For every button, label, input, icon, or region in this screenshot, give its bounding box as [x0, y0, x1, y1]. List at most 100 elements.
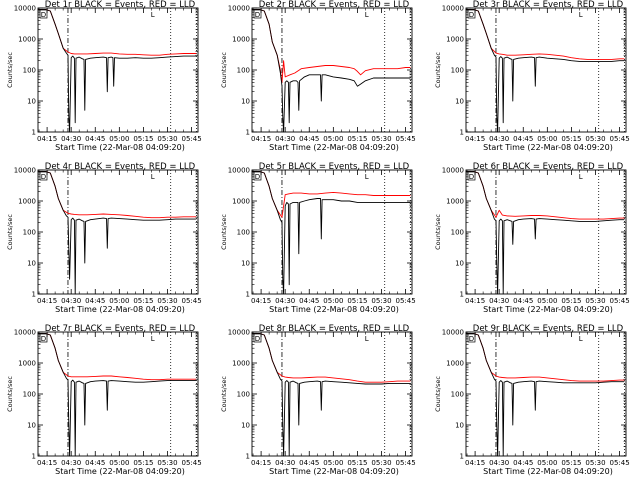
x-tick-label: 05:45 — [395, 135, 415, 143]
y-tick-label: 100 — [23, 391, 36, 399]
events-rate-line — [465, 170, 625, 295]
events-rate-line — [37, 170, 197, 295]
marker-label-d: D — [41, 11, 46, 19]
y-tick-label: 1 — [460, 291, 464, 299]
y-tick-label: 1000 — [18, 36, 36, 44]
x-tick-label: 05:30 — [157, 135, 177, 143]
x-tick-label: 05:15 — [561, 135, 581, 143]
y-tick-label: 1 — [460, 453, 464, 461]
marker-label-l: L — [151, 335, 155, 343]
y-axis-label: Counts/sec — [220, 214, 228, 250]
plot-frame — [465, 331, 627, 457]
y-axis-label: Counts/sec — [220, 52, 228, 88]
y-tick-label: 10000 — [228, 5, 250, 13]
x-axis-label: Start Time (22-Mar-08 04:09:20) — [269, 305, 399, 314]
y-tick-label: 10 — [27, 422, 36, 430]
x-tick-label: 04:30 — [489, 459, 509, 467]
y-tick-label: 100 — [237, 229, 250, 237]
y-axis-label: Counts/sec — [434, 214, 442, 250]
marker-box-d — [39, 171, 48, 181]
x-tick-label: 04:45 — [85, 297, 105, 305]
events-rate-line — [251, 8, 411, 133]
y-tick-label: 1 — [460, 129, 464, 137]
x-tick-label: 05:15 — [133, 135, 153, 143]
x-tick-label: 05:00 — [323, 297, 343, 305]
x-tick-label: 05:30 — [585, 459, 605, 467]
x-tick-label: 04:30 — [489, 135, 509, 143]
y-axis-label: Counts/sec — [6, 52, 14, 88]
lld-rate-line — [251, 8, 411, 83]
x-tick-label: 05:15 — [133, 297, 153, 305]
plot-frame — [251, 7, 413, 133]
x-tick-label: 04:15 — [37, 135, 57, 143]
y-tick-label: 10000 — [14, 329, 36, 337]
y-tick-label: 10000 — [14, 5, 36, 13]
y-tick-label: 100 — [237, 391, 250, 399]
y-tick-label: 10 — [455, 260, 464, 268]
events-rate-line — [37, 332, 197, 457]
x-tick-label: 05:15 — [347, 297, 367, 305]
x-tick-label: 04:15 — [465, 459, 485, 467]
y-tick-label: 1000 — [232, 198, 250, 206]
plot-frame — [37, 7, 199, 133]
y-tick-label: 100 — [237, 67, 250, 75]
marker-label-l: L — [579, 11, 583, 19]
y-tick-label: 10000 — [442, 5, 464, 13]
marker-label-l: L — [365, 11, 369, 19]
x-tick-label: 05:15 — [347, 135, 367, 143]
x-tick-label: 05:45 — [609, 459, 629, 467]
plot-frame — [465, 169, 627, 295]
lld-rate-line — [251, 332, 411, 383]
y-tick-label: 10000 — [228, 167, 250, 175]
lld-rate-line — [37, 170, 197, 219]
x-tick-label: 05:45 — [181, 135, 201, 143]
events-rate-line — [251, 170, 411, 295]
panel-title: Det 1r BLACK = Events, RED = LLD — [45, 0, 196, 10]
x-tick-label: 04:45 — [299, 135, 319, 143]
marker-label-d: D — [255, 173, 260, 181]
y-axis-label: Counts/sec — [434, 52, 442, 88]
y-tick-label: 10 — [27, 260, 36, 268]
x-tick-label: 04:30 — [275, 459, 295, 467]
x-tick-label: 04:30 — [275, 297, 295, 305]
x-tick-label: 05:30 — [585, 297, 605, 305]
marker-box-d — [467, 333, 476, 343]
x-tick-label: 05:30 — [157, 297, 177, 305]
y-tick-label: 100 — [23, 67, 36, 75]
x-tick-label: 05:00 — [323, 459, 343, 467]
x-tick-label: 05:00 — [109, 135, 129, 143]
y-tick-label: 10 — [241, 422, 250, 430]
x-tick-label: 05:45 — [395, 297, 415, 305]
marker-label-d: D — [41, 173, 46, 181]
x-axis-label: Start Time (22-Mar-08 04:09:20) — [55, 467, 185, 476]
marker-label-d: D — [469, 173, 474, 181]
panel-title: Det 5r BLACK = Events, RED = LLD — [259, 162, 410, 172]
panel-title: Det 2r BLACK = Events, RED = LLD — [259, 0, 410, 10]
x-tick-label: 04:45 — [299, 297, 319, 305]
panel-title: Det 9r BLACK = Events, RED = LLD — [473, 324, 624, 334]
events-rate-line — [37, 8, 197, 133]
x-tick-label: 04:15 — [465, 135, 485, 143]
panel-title: Det 8r BLACK = Events, RED = LLD — [259, 324, 410, 334]
plot-frame — [465, 7, 627, 133]
marker-label-l: L — [579, 335, 583, 343]
x-tick-label: 05:45 — [395, 459, 415, 467]
y-tick-label: 1 — [32, 129, 36, 137]
x-tick-label: 05:30 — [585, 135, 605, 143]
plot-frame — [37, 169, 199, 295]
y-tick-label: 10 — [27, 98, 36, 106]
x-tick-label: 05:00 — [109, 297, 129, 305]
lld-rate-line — [37, 332, 197, 381]
panel-title: Det 4r BLACK = Events, RED = LLD — [45, 162, 196, 172]
y-tick-label: 10000 — [14, 167, 36, 175]
x-axis-label: Start Time (22-Mar-08 04:09:20) — [269, 467, 399, 476]
x-tick-label: 05:45 — [181, 459, 201, 467]
x-tick-label: 05:30 — [371, 135, 391, 143]
marker-box-d — [39, 9, 48, 19]
marker-box-d — [253, 9, 262, 19]
